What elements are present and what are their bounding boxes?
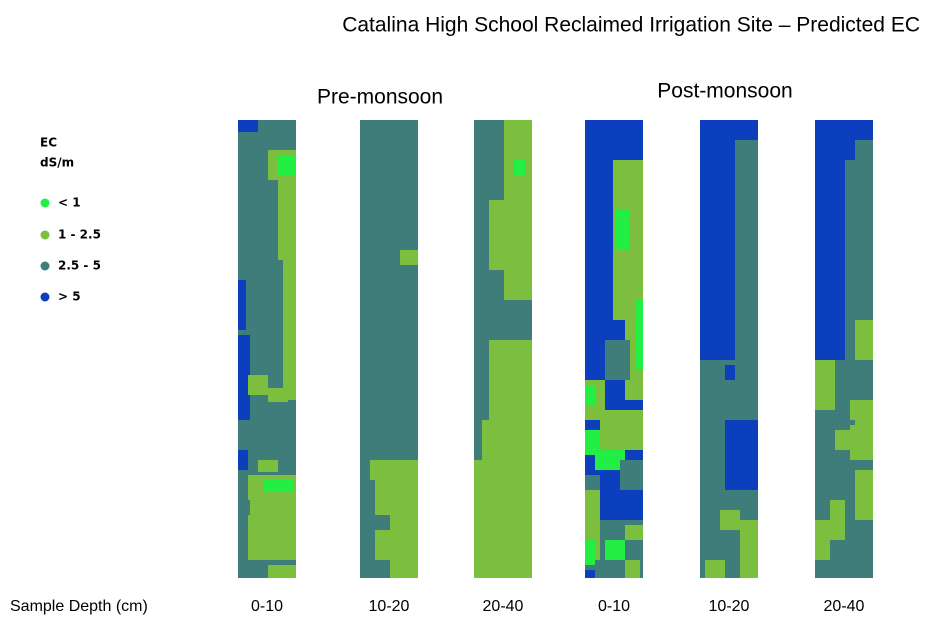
- ec-zone: [278, 155, 296, 175]
- legend-swatch: [40, 230, 50, 240]
- ec-zone: [700, 420, 725, 490]
- column-label: 20-40: [824, 598, 865, 615]
- ec-zone: [615, 210, 630, 250]
- legend-swatch: [40, 261, 50, 271]
- legend-label: 1 - 2.5: [58, 228, 101, 242]
- ec-zone: [474, 340, 489, 420]
- ec-zone: [735, 140, 758, 360]
- ec-strip: [585, 120, 643, 578]
- column-label: 10-20: [709, 598, 750, 615]
- legend-label: 2.5 - 5: [58, 259, 101, 273]
- group-label: Pre-monsoon: [317, 86, 443, 109]
- ec-zone: [815, 520, 830, 560]
- ec-zone: [620, 460, 643, 490]
- ec-zone: [268, 388, 288, 402]
- column-label: 20-40: [483, 598, 524, 615]
- axis-label: Sample Depth (cm): [10, 598, 148, 615]
- legend-unit: dS/m: [40, 156, 74, 170]
- ec-strip: [474, 120, 532, 578]
- ec-zone: [605, 540, 625, 560]
- ec-zone: [585, 430, 600, 455]
- ec-zone: [855, 320, 873, 360]
- figure-title: Catalina High School Reclaimed Irrigatio…: [342, 14, 920, 37]
- ec-zone: [283, 260, 296, 400]
- ec-zone: [238, 335, 250, 420]
- ec-zone: [585, 385, 595, 405]
- ec-zone: [815, 360, 835, 410]
- ec-zone: [504, 180, 532, 300]
- ec-zone: [605, 340, 630, 380]
- ec-zone: [725, 365, 735, 380]
- legend-swatch: [40, 292, 50, 302]
- legend-label: < 1: [58, 196, 81, 210]
- ec-zone: [514, 160, 526, 175]
- ec-zone: [248, 375, 268, 395]
- ec-strip: [238, 120, 296, 578]
- ec-zone: [625, 525, 643, 540]
- ec-strip: [815, 120, 873, 578]
- ec-strip: [360, 120, 418, 578]
- ec-zone: [845, 140, 855, 160]
- ec-zone: [585, 540, 595, 565]
- ec-zone: [830, 500, 845, 540]
- ec-zone: [625, 560, 640, 578]
- ec-zone: [705, 560, 725, 578]
- ec-zone: [263, 480, 293, 492]
- ec-zone: [595, 450, 625, 470]
- ec-zone: [474, 420, 482, 460]
- ec-zone: [720, 510, 740, 530]
- ec-zone: [238, 280, 246, 330]
- ec-zone: [375, 515, 390, 530]
- column-label: 10-20: [369, 598, 410, 615]
- ec-strip: [700, 120, 758, 578]
- ec-zone: [499, 350, 514, 365]
- ec-zone: [489, 200, 504, 270]
- ec-zone: [600, 410, 643, 450]
- ec-zone: [238, 120, 258, 132]
- ec-zone: [850, 400, 873, 460]
- ec-zone: [400, 250, 418, 265]
- column-label: 0-10: [598, 598, 630, 615]
- ec-zone: [238, 450, 248, 470]
- legend-swatch: [40, 198, 50, 208]
- ec-zone: [238, 500, 250, 515]
- group-label: Post-monsoon: [657, 80, 792, 103]
- column-label: 0-10: [251, 598, 283, 615]
- ec-zone: [815, 140, 845, 360]
- ec-zone: [815, 120, 873, 140]
- ec-zone: [360, 560, 390, 578]
- ec-zone: [278, 180, 296, 260]
- legend-label: > 5: [58, 290, 81, 304]
- ec-zone: [835, 430, 850, 450]
- ec-zone: [740, 520, 758, 578]
- ec-zone: [585, 490, 600, 520]
- ec-zone: [635, 300, 643, 370]
- ec-zone: [855, 470, 873, 520]
- ec-zone: [840, 420, 855, 425]
- ec-zone: [360, 480, 375, 578]
- ec-zone: [585, 570, 595, 578]
- legend-title: EC: [40, 136, 57, 150]
- ec-zone: [258, 460, 278, 472]
- ec-zone: [268, 565, 296, 578]
